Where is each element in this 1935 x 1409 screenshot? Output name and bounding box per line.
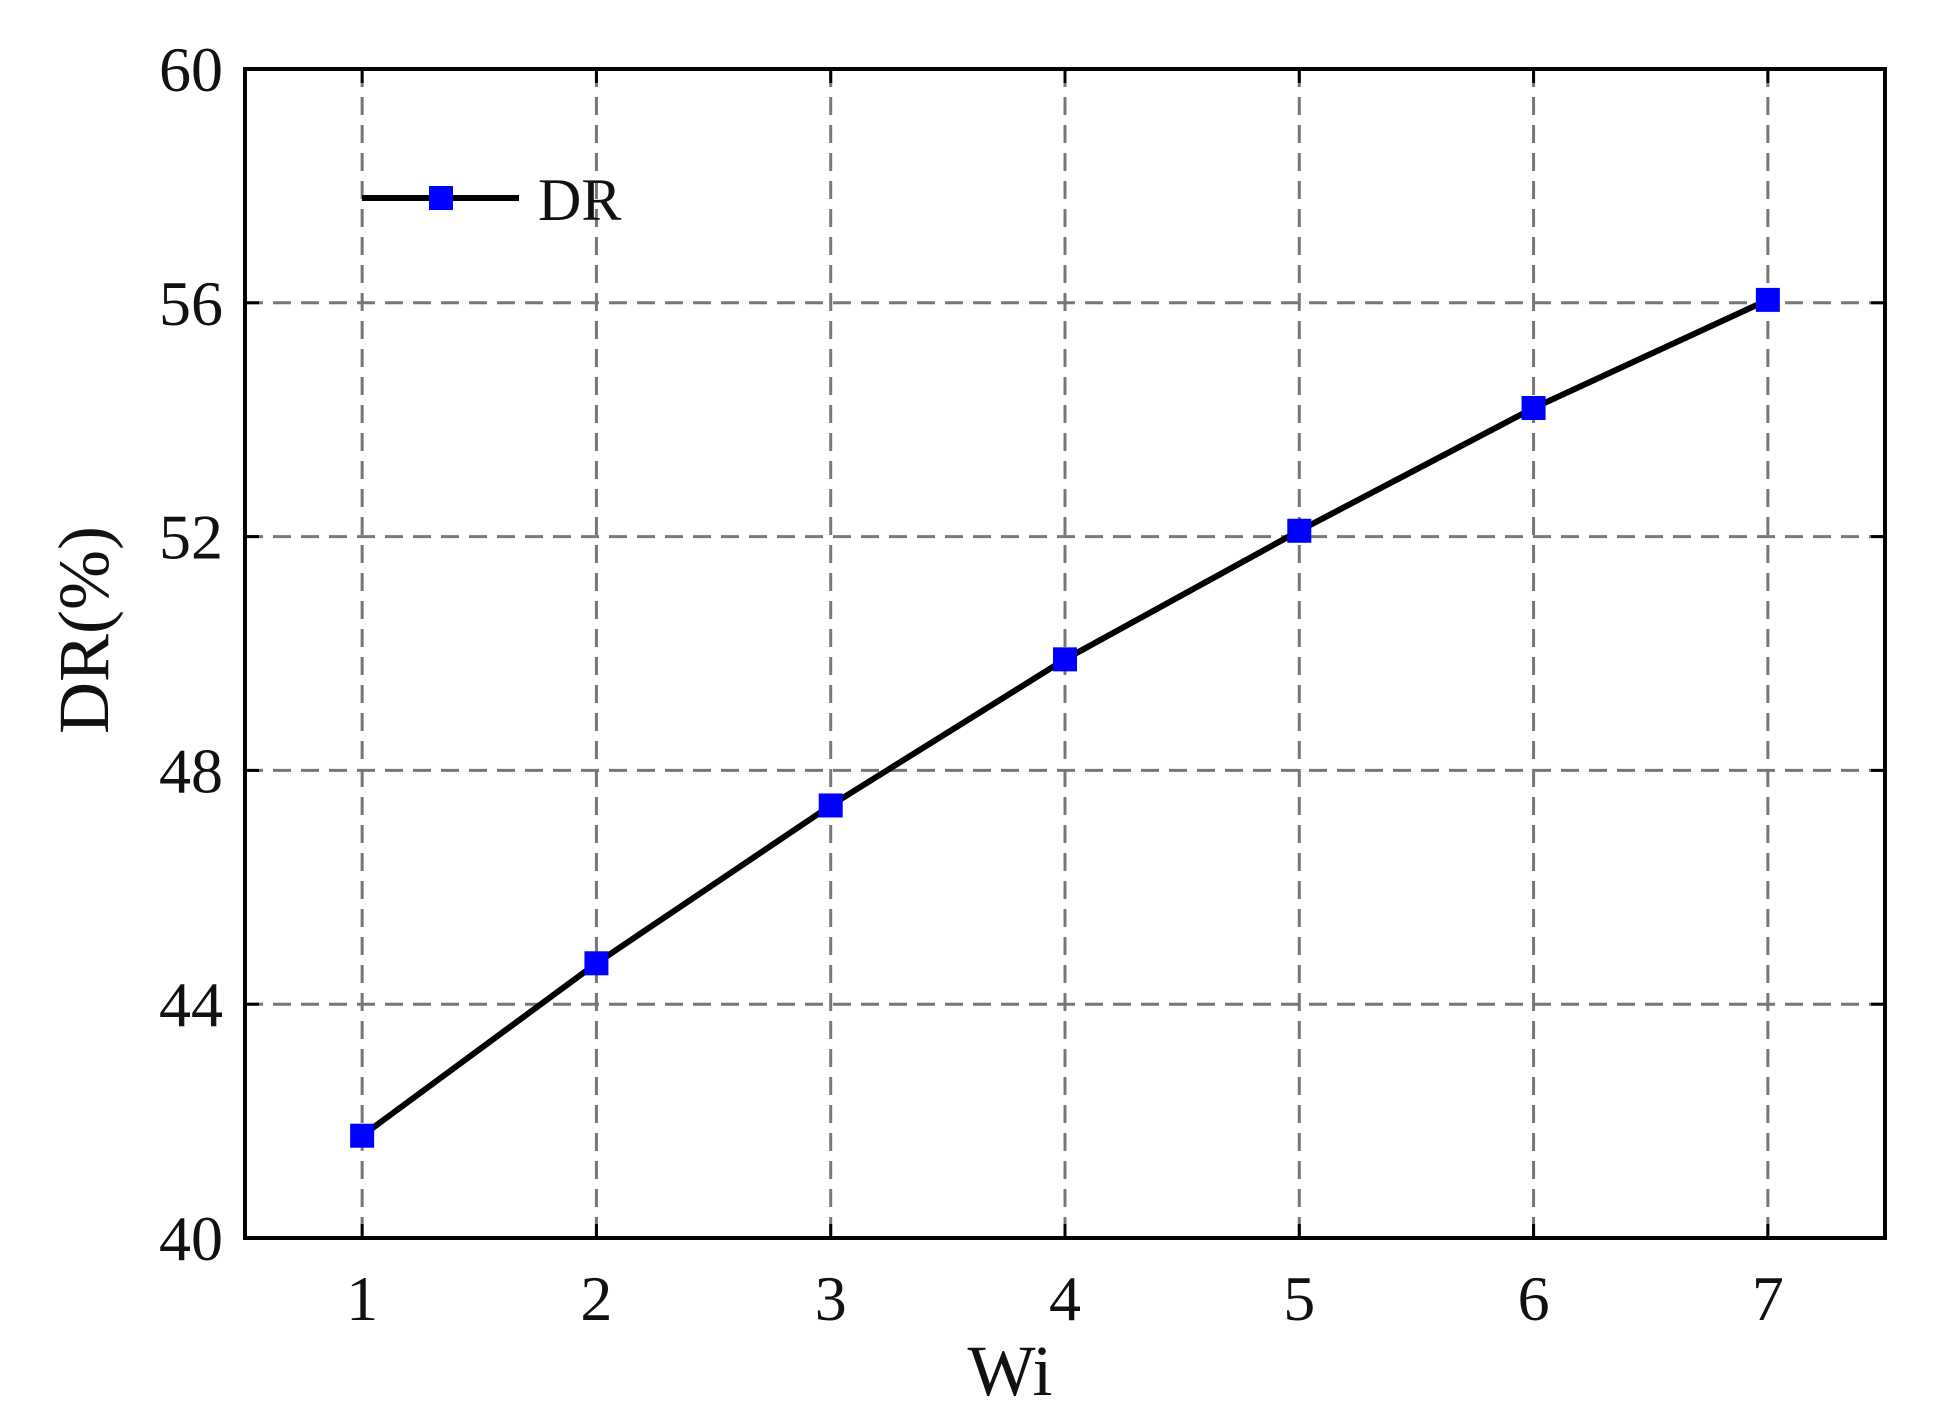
x-tick-label: 6 <box>1518 1263 1550 1334</box>
plot-frame <box>243 67 1887 1240</box>
x-tick-label: 2 <box>580 1263 612 1334</box>
marker <box>1521 396 1546 421</box>
y-axis-title: DR(%) <box>44 526 124 734</box>
marker <box>584 951 609 976</box>
y-tick-label: 56 <box>159 268 223 339</box>
y-tick-label: 52 <box>159 502 223 573</box>
marker <box>1755 287 1780 312</box>
y-tick-label: 60 <box>159 34 223 105</box>
y-tick-label: 48 <box>159 735 223 806</box>
legend-label: DR <box>538 167 621 233</box>
y-tick-label: 44 <box>159 969 223 1040</box>
marker <box>1053 647 1077 672</box>
x-tick-label: 4 <box>1049 1263 1081 1334</box>
legend-marker <box>429 186 453 210</box>
marker <box>1287 518 1312 543</box>
marker <box>350 1123 375 1148</box>
x-axis-title: Wi <box>967 1331 1052 1409</box>
x-tick-label: 7 <box>1752 1263 1784 1334</box>
y-tick-label: 40 <box>159 1203 223 1274</box>
x-tick-label: 5 <box>1283 1263 1315 1334</box>
marker <box>818 793 843 818</box>
x-tick-label: 1 <box>346 1263 378 1334</box>
x-tick-label: 3 <box>815 1263 847 1334</box>
